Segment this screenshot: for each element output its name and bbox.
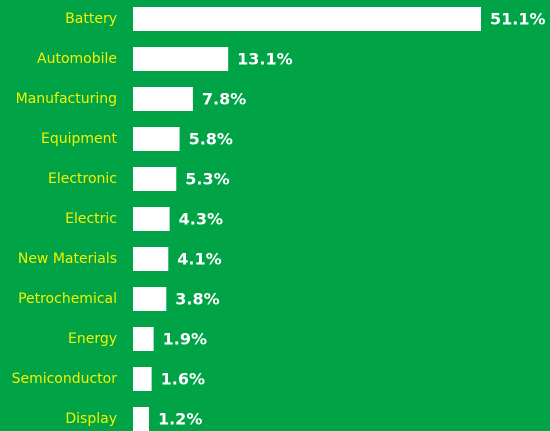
category-label: New Materials <box>18 251 117 267</box>
value-label: 5.3% <box>185 170 229 189</box>
bar <box>133 247 169 271</box>
value-label: 4.3% <box>179 210 223 229</box>
value-label: 4.1% <box>177 250 221 269</box>
bar <box>133 407 149 431</box>
category-label: Energy <box>68 331 117 347</box>
bar <box>133 327 154 351</box>
value-label: 1.2% <box>158 410 202 429</box>
value-label: 7.8% <box>202 90 246 109</box>
value-label: 3.8% <box>175 290 219 309</box>
category-label: Electric <box>65 211 117 227</box>
bar <box>133 167 177 191</box>
bar <box>133 127 180 151</box>
bar <box>133 7 481 31</box>
bar <box>133 47 229 71</box>
category-label: Equipment <box>41 131 118 147</box>
category-label: Electronic <box>48 171 117 187</box>
bar <box>133 367 152 391</box>
category-label: Manufacturing <box>16 91 117 107</box>
category-label: Battery <box>65 11 117 27</box>
value-label: 1.9% <box>163 330 207 349</box>
category-label: Display <box>65 411 117 427</box>
bar <box>133 287 167 311</box>
category-label: Automobile <box>37 51 117 67</box>
value-label: 5.8% <box>189 130 233 149</box>
value-label: 13.1% <box>237 50 293 69</box>
value-label: 1.6% <box>161 370 205 389</box>
bar <box>133 207 170 231</box>
bar <box>133 87 193 111</box>
category-label: Semiconductor <box>12 371 118 387</box>
value-label: 51.1% <box>490 10 546 29</box>
category-label: Petrochemical <box>18 291 117 307</box>
